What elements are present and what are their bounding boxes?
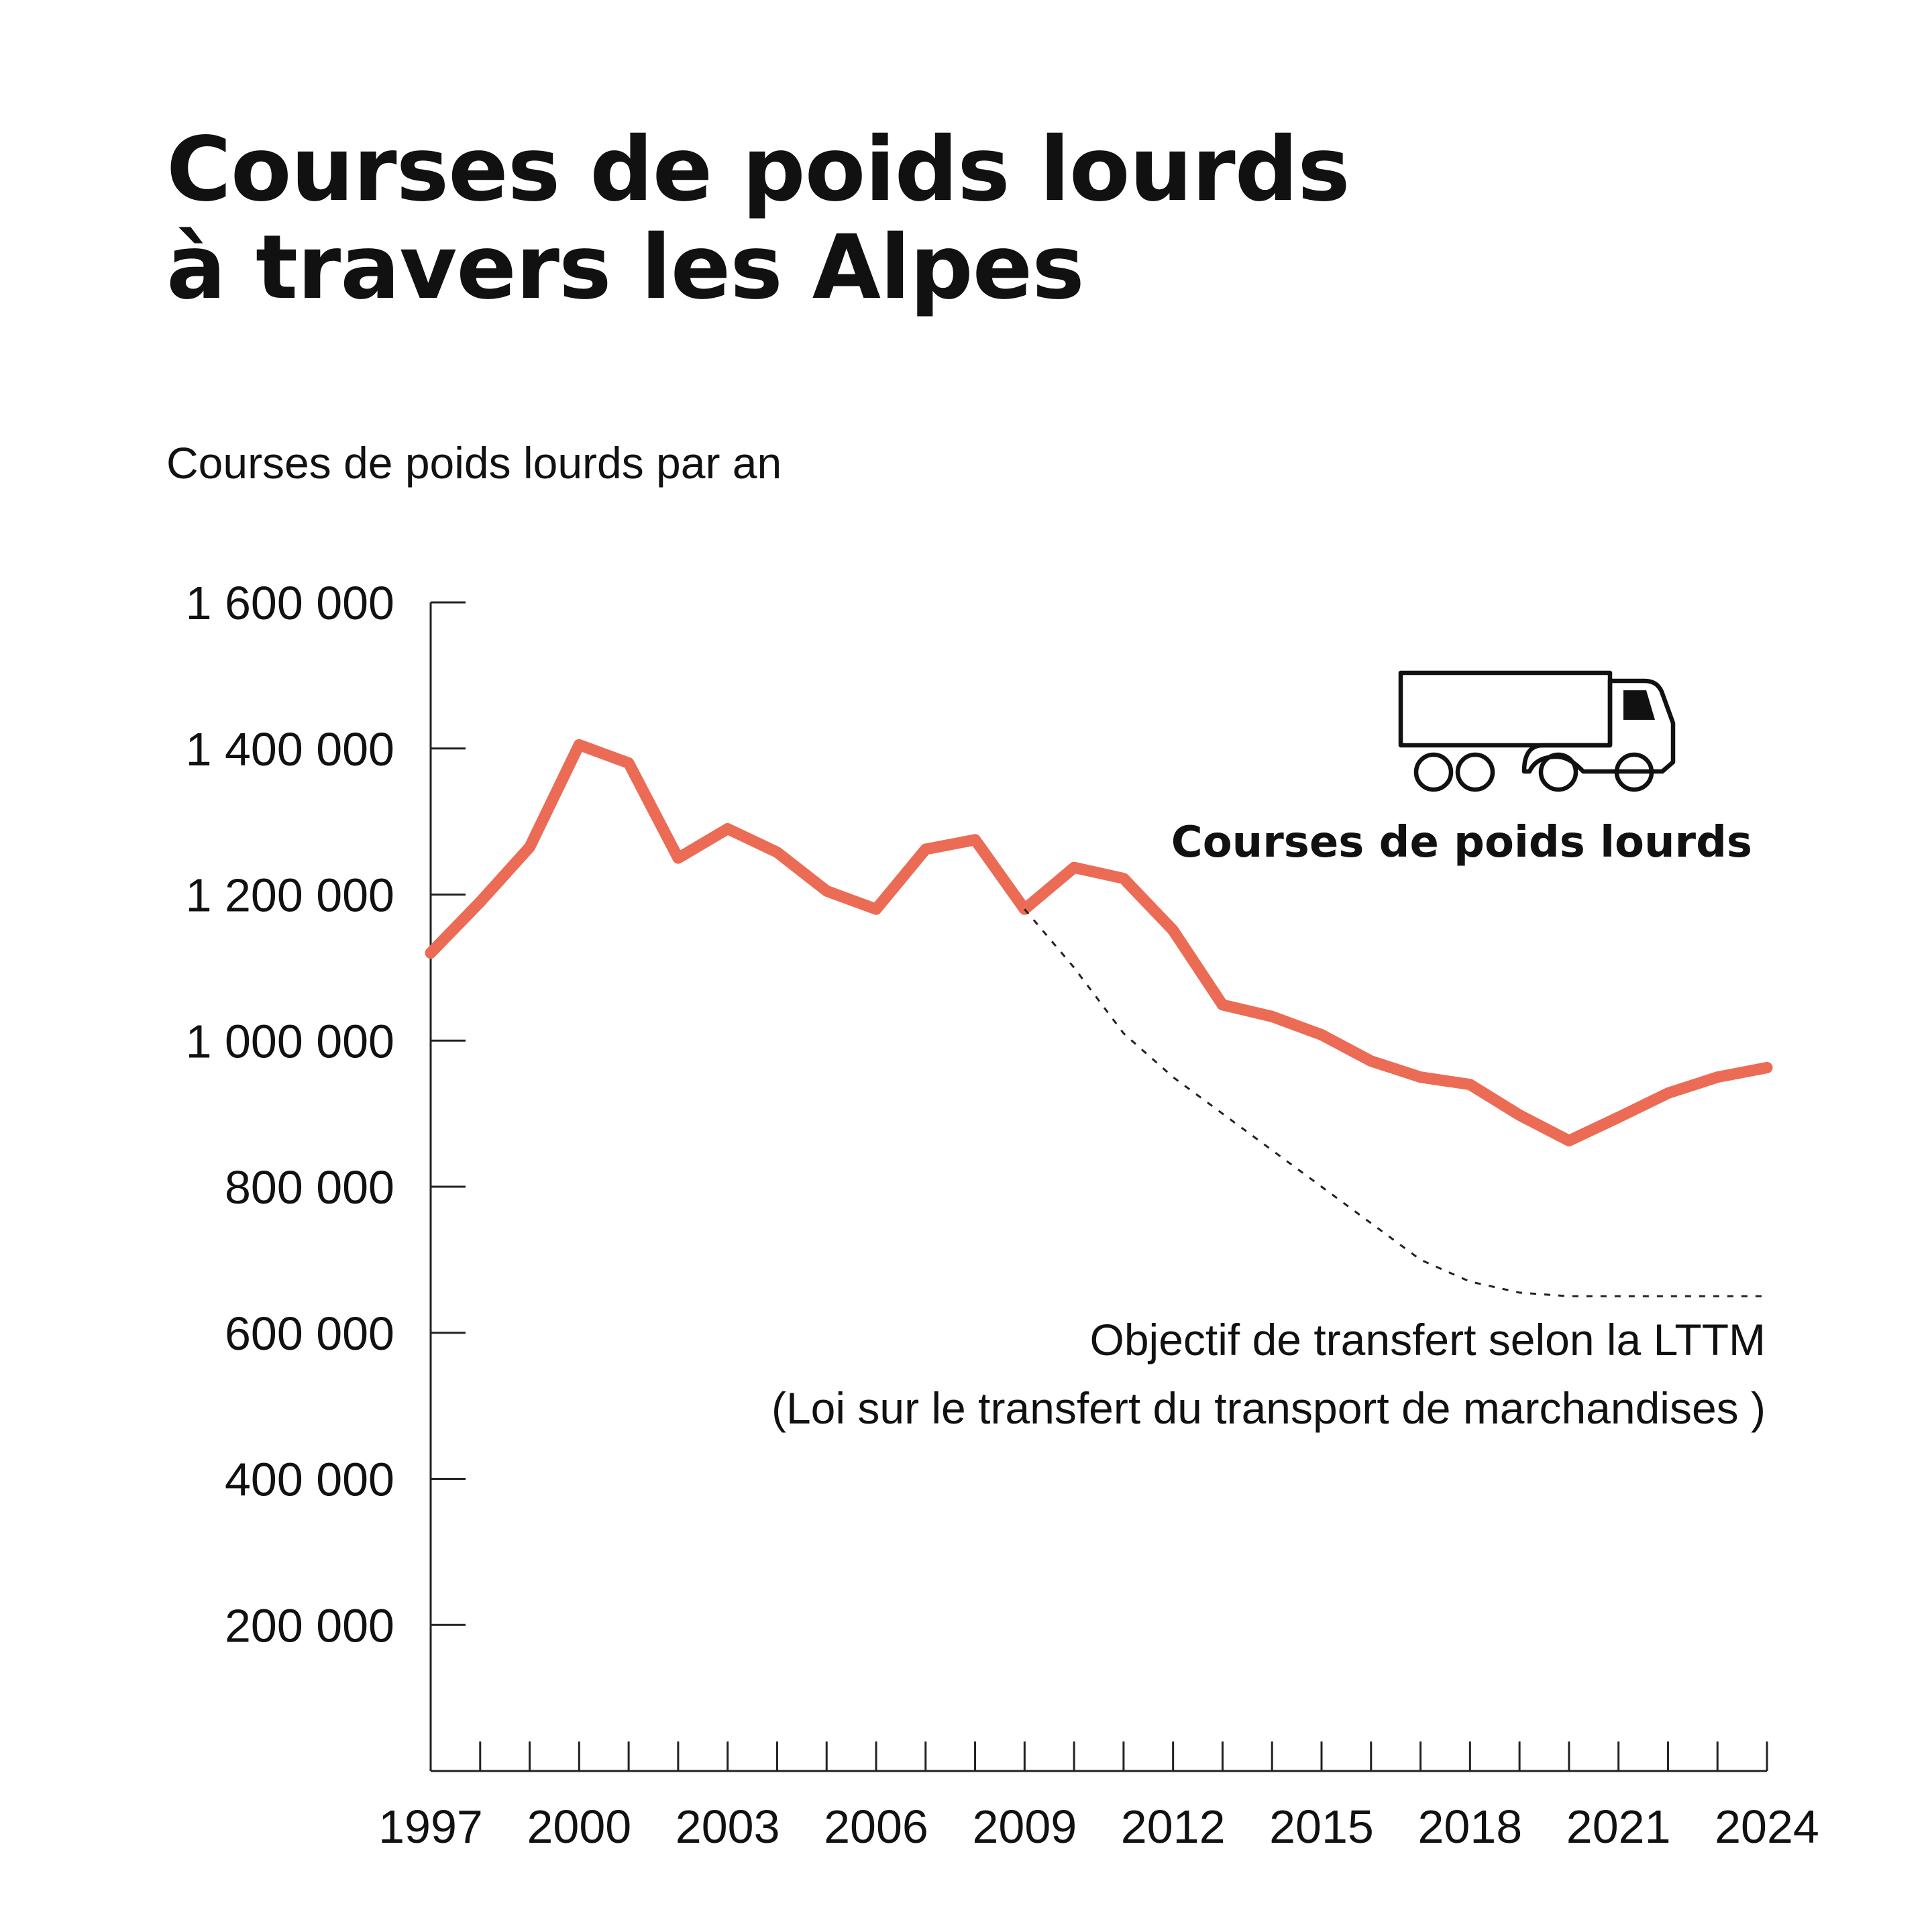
truck-icon	[1398, 670, 1676, 792]
data-point	[1222, 1004, 1223, 1006]
x-tick-label: 2006	[824, 1801, 928, 1853]
x-tick-label: 2015	[1269, 1801, 1374, 1853]
data-point	[1271, 1016, 1273, 1017]
title-line-1: Courses de poids lourds	[166, 118, 1350, 221]
y-tick-label: 400 000	[225, 1454, 394, 1506]
data-point	[1073, 867, 1075, 868]
page-title: Courses de poids lourds à travers les Al…	[166, 121, 1776, 317]
y-axis-title: Courses de poids lourds par an	[166, 438, 782, 488]
series-label: Courses de poids lourds	[1171, 818, 1752, 867]
x-tick-label: 2018	[1417, 1801, 1522, 1853]
chart-series	[425, 739, 1773, 1297]
data-point	[875, 908, 877, 910]
x-tick-label: 2000	[527, 1801, 631, 1853]
y-tick-label: 800 000	[225, 1161, 394, 1214]
data-point	[826, 890, 827, 892]
chart-axes: 200 000 400 000 600 000 800 000 1 000 000 1 2…	[186, 577, 1819, 1853]
y-tick-label: 200 000	[225, 1599, 394, 1652]
y-tick-label: 600 000	[225, 1307, 394, 1360]
x-tick-label: 1997	[378, 1801, 483, 1853]
data-point	[1123, 878, 1124, 879]
title-line-2: à travers les Alpes	[166, 216, 1085, 319]
data-point	[1766, 1067, 1768, 1069]
target-line	[1024, 908, 1767, 1297]
y-tick-label: 1 000 000	[186, 1015, 394, 1067]
target-label-line-1: Objectif de transfert selon la LTTM	[1090, 1315, 1766, 1364]
x-tick-label: 2021	[1566, 1801, 1671, 1853]
x-tick-label: 2012	[1121, 1801, 1226, 1853]
data-point	[727, 828, 729, 830]
x-tick-label: 2009	[972, 1801, 1077, 1853]
x-tick-label: 2003	[676, 1801, 780, 1853]
y-tick-label: 1 400 000	[186, 723, 394, 775]
data-point	[1568, 1140, 1570, 1141]
data-point	[1519, 1114, 1520, 1116]
y-tick-label: 1 200 000	[186, 869, 394, 922]
series-line	[425, 739, 1773, 1146]
data-point	[1618, 1117, 1619, 1118]
x-tick-label: 2024	[1715, 1801, 1819, 1853]
target-label-line-2: (Loi sur le transfert du transport de ma…	[771, 1383, 1766, 1433]
y-tick-label: 1 600 000	[186, 577, 394, 629]
